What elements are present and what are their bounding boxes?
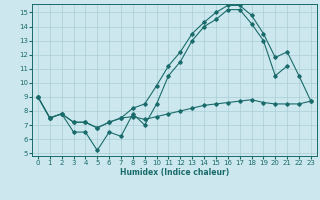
- X-axis label: Humidex (Indice chaleur): Humidex (Indice chaleur): [120, 168, 229, 177]
